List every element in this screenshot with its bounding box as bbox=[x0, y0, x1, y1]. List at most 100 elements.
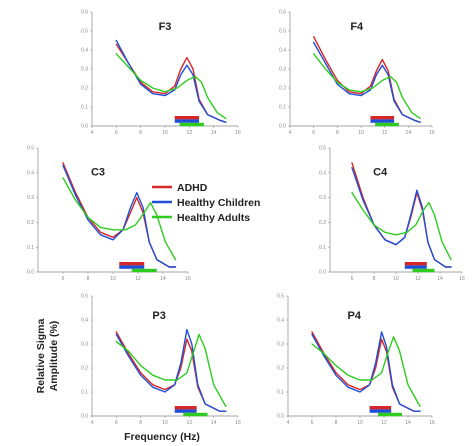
y-tick-label: 0.4 bbox=[81, 318, 88, 324]
x-tick-label: 14 bbox=[160, 276, 166, 282]
series-line-healthy-children bbox=[311, 331, 421, 412]
x-tick-label: 4 bbox=[91, 420, 94, 426]
series-line-healthy-adults bbox=[313, 53, 421, 120]
x-tick-label: 12 bbox=[135, 276, 141, 282]
y-tick-label: 0.2 bbox=[81, 86, 88, 92]
legend-label: ADHD bbox=[177, 182, 208, 194]
y-tick-label: 0.3 bbox=[277, 342, 284, 348]
x-tick-label: 12 bbox=[382, 130, 388, 136]
y-tick-label: 0.4 bbox=[319, 170, 326, 176]
y-tick-label: 0.3 bbox=[27, 195, 34, 201]
y-tick-label: 0.0 bbox=[27, 270, 34, 276]
x-tick-label: 12 bbox=[381, 420, 387, 426]
y-tick-label: 0.5 bbox=[277, 294, 284, 300]
legend-label: Healthy Children bbox=[177, 197, 260, 209]
y-tick-label: 0.4 bbox=[279, 48, 286, 54]
series-line-adhd bbox=[311, 331, 421, 412]
band-healthy-adults bbox=[179, 122, 204, 127]
panel-title: C4 bbox=[373, 166, 388, 178]
legend-item-healthy-children: Healthy Children bbox=[152, 197, 260, 209]
panel-title: F3 bbox=[159, 21, 172, 33]
band-healthy-children bbox=[174, 409, 197, 413]
x-tick-label: 8 bbox=[336, 130, 339, 136]
x-tick-label: 14 bbox=[211, 420, 217, 426]
series-line-healthy-children bbox=[62, 164, 177, 268]
panels: 0.0 0.1 0.2 0.3 0.4 0.5 0.6 4 6 8 10 12 14 16 F3 0.0 0.1… bbox=[27, 10, 465, 426]
y-tick-label: 0.1 bbox=[279, 105, 286, 111]
band-healthy-children bbox=[370, 119, 395, 123]
series-line-adhd bbox=[115, 43, 227, 123]
y-tick-label: 0.1 bbox=[81, 105, 88, 111]
series-line-adhd bbox=[62, 162, 177, 268]
x-tick-label: 6 bbox=[312, 130, 315, 136]
y-tick-label: 0.0 bbox=[279, 124, 286, 130]
band-healthy-children bbox=[404, 265, 427, 269]
y-tick-label: 0.6 bbox=[81, 10, 88, 16]
x-tick-label: 16 bbox=[429, 420, 435, 426]
y-tick-label: 0.5 bbox=[81, 294, 88, 300]
x-tick-label: 8 bbox=[373, 276, 376, 282]
series-line-healthy-children bbox=[115, 328, 227, 412]
y-tick-label: 0.0 bbox=[319, 270, 326, 276]
x-tick-label: 14 bbox=[211, 130, 217, 136]
x-tick-label: 14 bbox=[406, 130, 412, 136]
y-tick-label: 0.0 bbox=[81, 414, 88, 420]
y-tick-label: 0.2 bbox=[319, 220, 326, 226]
x-tick-label: 4 bbox=[287, 420, 290, 426]
y-tick-label: 0.2 bbox=[279, 86, 286, 92]
y-tick-label: 0.1 bbox=[277, 390, 284, 396]
y-tick-label: 0.5 bbox=[279, 29, 286, 35]
panel-title: P3 bbox=[152, 310, 165, 322]
band-adhd bbox=[174, 406, 197, 410]
panel-p3: 0.0 0.1 0.2 0.3 0.4 0.5 4 6 8 10 12 14 16 P3 bbox=[81, 294, 241, 426]
y-tick-label: 0.4 bbox=[277, 318, 284, 324]
series-line-healthy-adults bbox=[62, 177, 177, 261]
y-tick-label: 0.3 bbox=[81, 342, 88, 348]
x-tick-label: 10 bbox=[110, 276, 116, 282]
x-tick-label: 16 bbox=[185, 276, 191, 282]
y-tick-label: 0.3 bbox=[81, 67, 88, 73]
band-healthy-adults bbox=[183, 412, 208, 417]
panel-title: P4 bbox=[348, 310, 362, 322]
x-tick-label: 8 bbox=[139, 420, 142, 426]
band-healthy-adults bbox=[378, 412, 402, 417]
y-tick-label: 0.2 bbox=[81, 366, 88, 372]
band-adhd bbox=[370, 116, 395, 120]
y-tick-label: 0.5 bbox=[81, 29, 88, 35]
band-healthy-children bbox=[369, 409, 392, 413]
y-tick-label: 0.3 bbox=[279, 67, 286, 73]
x-tick-label: 10 bbox=[393, 276, 399, 282]
x-axis-label: Frequency (Hz) bbox=[124, 431, 200, 443]
y-tick-label: 0.3 bbox=[319, 195, 326, 201]
band-healthy-children bbox=[174, 119, 200, 123]
x-tick-label: 10 bbox=[357, 420, 363, 426]
x-tick-label: 4 bbox=[289, 130, 292, 136]
x-tick-label: 12 bbox=[187, 420, 193, 426]
x-tick-label: 10 bbox=[162, 420, 168, 426]
series-line-healthy-adults bbox=[311, 336, 421, 408]
y-tick-label: 0.4 bbox=[81, 48, 88, 54]
y-tick-label: 0.6 bbox=[279, 10, 286, 16]
panel-f4: 0.0 0.1 0.2 0.3 0.4 0.5 0.6 4 6 8 10 12 14 16 F4 bbox=[279, 10, 435, 136]
y-tick-label: 0.1 bbox=[81, 390, 88, 396]
series-line-healthy-adults bbox=[351, 191, 452, 261]
y-tick-label: 0.0 bbox=[277, 414, 284, 420]
legend-item-healthy-adults: Healthy Adults bbox=[152, 212, 250, 224]
band-healthy-adults bbox=[131, 268, 157, 273]
x-tick-label: 14 bbox=[437, 276, 443, 282]
y-tick-label: 0.1 bbox=[319, 245, 326, 251]
band-healthy-adults bbox=[375, 122, 399, 127]
x-tick-label: 6 bbox=[115, 420, 118, 426]
panel-c4: 0.0 0.1 0.2 0.3 0.4 0.5 6 8 10 12 14 16 C4 bbox=[319, 146, 465, 282]
panel-f3: 0.0 0.1 0.2 0.3 0.4 0.5 0.6 4 6 8 10 12 14 16 F3 bbox=[81, 10, 241, 136]
x-tick-label: 16 bbox=[459, 276, 465, 282]
series-line-adhd bbox=[313, 36, 421, 123]
x-tick-label: 8 bbox=[335, 420, 338, 426]
y-axis-label-line: Amplitude (%) bbox=[48, 321, 60, 392]
series-line-healthy-children bbox=[115, 39, 227, 123]
x-tick-label: 6 bbox=[351, 276, 354, 282]
x-tick-label: 16 bbox=[235, 130, 241, 136]
series-line-healthy-adults bbox=[115, 333, 227, 408]
band-adhd bbox=[369, 406, 392, 410]
panel-title: F4 bbox=[350, 21, 364, 33]
